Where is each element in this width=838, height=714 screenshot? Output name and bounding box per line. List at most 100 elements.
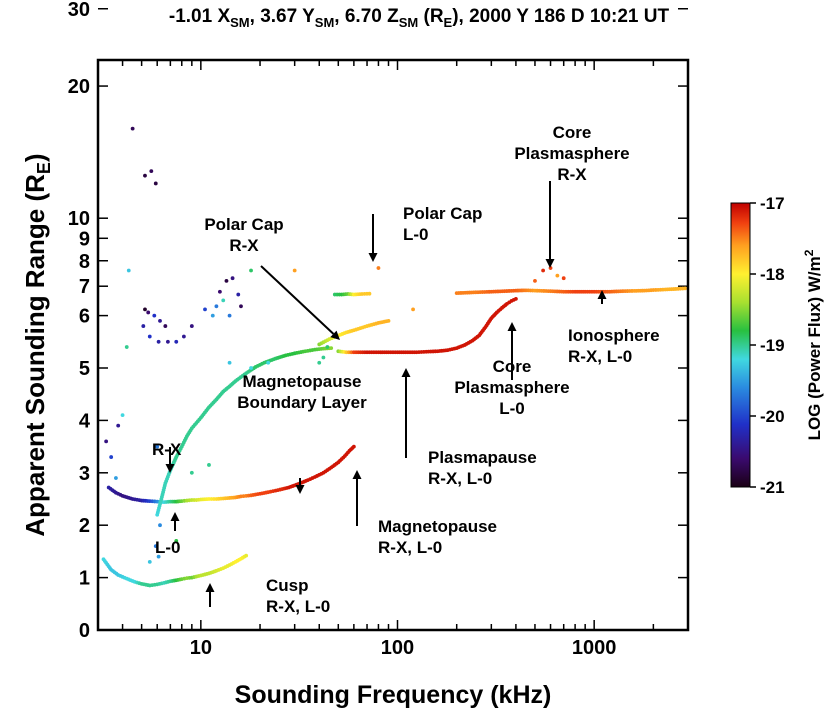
data-point <box>224 278 229 283</box>
colorbar-tick-label: -20 <box>760 407 785 426</box>
annotation: Core Plasmasphere R-X <box>514 123 630 268</box>
data-point <box>561 276 566 281</box>
data-point <box>156 554 161 559</box>
data-point <box>210 313 215 318</box>
colorbar-tick-label: -21 <box>760 478 785 497</box>
annotation: Ionosphere R-X, L-0 <box>568 290 660 366</box>
y-tick-label: 5 <box>79 358 90 380</box>
data-point <box>203 307 207 312</box>
annotation-arrowhead <box>368 253 378 262</box>
x-tick-label: 1000 <box>572 637 617 659</box>
data-point <box>541 268 546 273</box>
data-point <box>230 276 235 281</box>
data-point <box>174 339 179 344</box>
annotation-arrow <box>260 265 335 335</box>
colorbar-tick-label: -17 <box>760 194 785 213</box>
data-point <box>411 307 415 312</box>
annotation-arrowhead <box>352 470 362 479</box>
data-point <box>114 476 118 480</box>
data-point <box>124 345 129 349</box>
data-point <box>329 346 334 350</box>
data-point <box>249 268 253 273</box>
y-tick-label: 7 <box>79 276 90 298</box>
data-point <box>555 273 560 278</box>
data-point <box>116 423 121 428</box>
data-point <box>156 339 161 344</box>
data-point <box>141 324 146 328</box>
data-point <box>317 360 322 365</box>
data-point <box>367 291 372 296</box>
annotation-label: L-0 <box>155 538 181 557</box>
annotation-label: Cusp R-X, L-0 <box>266 576 330 616</box>
y-tick-label: 0 <box>79 620 90 642</box>
y-tick-label: 4 <box>79 410 91 432</box>
colorbar <box>730 202 751 488</box>
series-polarcap-l0-trace <box>332 291 372 297</box>
y-tick-label: 1 <box>79 568 90 590</box>
data-point <box>214 304 219 309</box>
annotation-label: Magnetopause Boundary Layer <box>237 372 367 412</box>
y-tick-label: 9 <box>79 228 90 250</box>
y-tick-label: 2 <box>79 515 90 537</box>
data-point <box>146 310 151 315</box>
data-point <box>147 559 152 564</box>
data-point <box>533 278 537 283</box>
data-point <box>351 444 356 449</box>
annotation: Plasmapause R-X, L-0 <box>401 368 537 488</box>
data-point <box>236 292 241 297</box>
plot-frame <box>96 58 690 632</box>
y-tick-label: 3 <box>79 463 90 485</box>
data-point <box>143 173 147 178</box>
data-point <box>158 523 162 528</box>
data-point <box>174 539 179 543</box>
chart-title: -1.01 XSM, 3.67 YSM, 6.70 ZSM (RE), 2000… <box>168 6 670 30</box>
annotation-arrowhead <box>507 322 517 331</box>
data-point <box>325 345 330 349</box>
colorbar-tick-label: -19 <box>760 336 785 355</box>
data-point <box>181 334 186 339</box>
x-tick-label: 100 <box>381 637 414 659</box>
data-point <box>227 360 232 365</box>
data-point <box>149 169 154 174</box>
data-point <box>153 181 158 186</box>
annotation-arrowhead <box>295 485 305 494</box>
x-tick-label: 10 <box>190 637 212 659</box>
annotation-label: R-X <box>152 440 182 459</box>
annotation-label: Ionosphere R-X, L-0 <box>568 326 660 366</box>
colorbar-title: LOG (Power Flux) W/m2 <box>802 249 824 440</box>
data-point <box>189 324 194 328</box>
data-point <box>147 334 152 339</box>
series-polarcap-rx-trace <box>317 318 391 347</box>
series-plasmapause-trace <box>336 296 518 355</box>
data-point <box>386 318 391 323</box>
data-point <box>189 470 194 475</box>
data-point <box>152 313 157 318</box>
annotation-arrowhead <box>401 368 411 377</box>
annotation-arrowhead <box>205 583 215 592</box>
annotation: Core Plasmasphere L-0 <box>454 322 570 418</box>
data-point <box>165 339 170 344</box>
data-point <box>130 126 135 131</box>
series-ionosphere-trace <box>454 286 688 296</box>
data-point <box>155 444 160 449</box>
annotation-arrowhead <box>545 259 555 268</box>
series-rising-trace <box>155 346 334 517</box>
data-point <box>217 289 222 294</box>
y-tick-label: 20 <box>68 76 90 98</box>
annotation-arrowhead <box>597 290 607 299</box>
annotation-arrowhead <box>170 512 180 521</box>
data-point <box>104 439 109 444</box>
series-scatter-points <box>104 126 566 564</box>
colorbar-ticks: -17 -18 -19 -20 -21 <box>750 194 785 497</box>
data-point <box>249 366 253 370</box>
data-point <box>109 455 114 459</box>
series-low-trace <box>101 553 249 588</box>
annotation-arrowhead <box>330 330 340 340</box>
data-point <box>321 355 326 360</box>
data-point <box>158 318 162 323</box>
data-point <box>120 413 125 418</box>
data-point <box>126 268 131 273</box>
annotation-arrowhead <box>165 464 175 473</box>
annotation-label: Polar Cap L-0 <box>403 204 482 244</box>
